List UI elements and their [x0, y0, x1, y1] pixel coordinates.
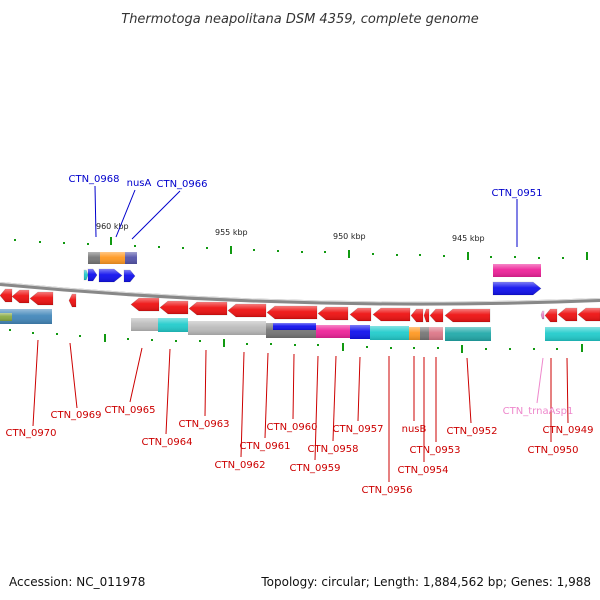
gene-label-ctn-0968[interactable]: CTN_0968 — [68, 174, 119, 185]
reverse-block-teal-shine — [445, 327, 491, 341]
ruler-label-945: 945 kbp — [452, 234, 485, 243]
gene-label-ctn-0969[interactable]: CTN_0969 — [50, 410, 101, 421]
reverse-gene-8-shine — [228, 304, 266, 317]
reverse-gene-3-shine — [30, 292, 53, 305]
ruler-ticks — [9, 237, 588, 353]
leader-bottom-6 — [240, 351, 245, 458]
gene-label-ctn-0963[interactable]: CTN_0963 — [178, 419, 229, 430]
reverse-gene-2-shine — [12, 290, 29, 303]
gene-label-ctn-trnaasp1[interactable]: CTN_trnaAsp1 — [503, 406, 574, 417]
leader-ctn-0966 — [131, 190, 181, 240]
gene-label-ctn-0958[interactable]: CTN_0958 — [307, 444, 358, 455]
gene-label-ctn-0970[interactable]: CTN_0970 — [5, 428, 56, 439]
leader-bottom-19 — [566, 357, 569, 424]
forward-gene-cyan-shine — [84, 270, 88, 280]
reverse-gene-16-shine — [445, 309, 490, 322]
gene-label-ctn-0964[interactable]: CTN_0964 — [141, 437, 192, 448]
reverse-gene-1-shine — [0, 289, 12, 302]
reverse-gene-18-shine — [558, 308, 577, 321]
reverse-block-darkgray-2-shine — [420, 327, 429, 340]
leader-bottom-16 — [466, 357, 472, 424]
forward-gene-blue-1-shine — [88, 269, 97, 281]
gene-label-ctn-0966[interactable]: CTN_0966 — [156, 179, 207, 190]
reverse-gene-trna-shine — [541, 311, 544, 319]
reverse-gene-14-shine — [424, 309, 429, 322]
reverse-gene-4-shine — [69, 294, 76, 307]
gene-label-ctn-0954[interactable]: CTN_0954 — [397, 465, 448, 476]
gene-label-nusa[interactable]: nusA — [127, 178, 152, 189]
gene-label-ctn-0950[interactable]: CTN_0950 — [527, 445, 578, 456]
forward-block-navy-shine — [125, 252, 137, 264]
genome-backbone — [0, 282, 600, 306]
gene-label-ctn-0962[interactable]: CTN_0962 — [214, 460, 265, 471]
gene-label-ctn-0953[interactable]: CTN_0953 — [409, 445, 460, 456]
leader-bottom-5 — [204, 349, 207, 417]
accession-text: Accession: NC_011978 — [9, 575, 145, 589]
gene-label-ctn-0959[interactable]: CTN_0959 — [289, 463, 340, 474]
reverse-block-cyan-2-shine — [370, 326, 409, 340]
gene-label-ctn-0965[interactable]: CTN_0965 — [104, 405, 155, 416]
forward-block-orange-shine — [100, 252, 125, 264]
reverse-block-sky-shine — [0, 309, 52, 324]
gene-label-ctn-0960[interactable]: CTN_0960 — [266, 422, 317, 433]
leader-bottom-9 — [314, 355, 319, 461]
label-leader-lines — [32, 185, 569, 482]
reverse-gene-13-shine — [411, 309, 423, 322]
forward-block-magenta-shine — [493, 264, 541, 277]
gene-label-ctn-0949[interactable]: CTN_0949 — [542, 425, 593, 436]
forward-block-gray-shine — [88, 252, 100, 264]
leader-nusa — [115, 189, 136, 238]
leader-bottom-10 — [332, 355, 337, 442]
leader-ctn-0968 — [94, 185, 97, 238]
reverse-block-cyan-3-shine — [545, 327, 600, 341]
genome-backbone-highlight — [0, 282, 600, 303]
reverse-gene-7-shine — [189, 302, 227, 315]
leader-bottom-17 — [536, 357, 544, 404]
map-title: Thermotoga neapolitana DSM 4359, complet… — [121, 12, 479, 27]
reverse-gene-11-shine — [350, 308, 371, 321]
leader-bottom-8 — [292, 353, 295, 420]
reverse-block-olive-shine — [0, 313, 12, 321]
reverse-block-orange-shine — [409, 327, 420, 340]
reverse-block-cyan-1-shine — [158, 318, 188, 332]
gene-label-nusb[interactable]: nusB — [402, 424, 427, 435]
leader-bottom-3 — [129, 347, 143, 403]
forward-gene-blue-2-shine — [99, 269, 122, 282]
leader-bottom-2 — [69, 342, 78, 409]
leader-bottom-4 — [165, 348, 171, 435]
reverse-block-gray-2-shine — [188, 321, 266, 335]
gene-label-ctn-0957[interactable]: CTN_0957 — [332, 424, 383, 435]
ruler-label-960: 960 kbp — [96, 222, 129, 231]
gene-label-ctn-0961[interactable]: CTN_0961 — [239, 441, 290, 452]
reverse-block-gray-1-shine — [131, 318, 158, 331]
reverse-gene-17-shine — [545, 309, 557, 322]
reverse-gene-5-shine — [131, 298, 159, 311]
genome-summary-text: Topology: circular; Length: 1,884,562 bp… — [260, 575, 591, 589]
reverse-block-blue-1-shine — [273, 323, 316, 330]
forward-gene-ctn-0951-shine — [493, 282, 541, 295]
reverse-block-blue-2-shine — [350, 325, 370, 339]
gene-label-ctn-0956[interactable]: CTN_0956 — [361, 485, 412, 496]
leader-bottom-1 — [32, 339, 39, 427]
reverse-block-magenta-shine — [316, 325, 350, 338]
gene-label-ctn-0951[interactable]: CTN_0951 — [491, 188, 542, 199]
reverse-block-rose-shine — [429, 327, 443, 340]
reverse-gene-10-shine — [318, 307, 348, 320]
reverse-gene-19-shine — [578, 308, 600, 321]
gene-label-ctn-0952[interactable]: CTN_0952 — [446, 426, 497, 437]
ruler-label-950: 950 kbp — [333, 232, 366, 241]
reverse-gene-9-shine — [267, 306, 317, 319]
reverse-gene-6-shine — [160, 301, 188, 314]
reverse-gene-12-shine — [373, 308, 410, 321]
gene-features — [0, 252, 600, 341]
forward-gene-blue-3-shine — [124, 270, 135, 282]
reverse-gene-15-shine — [430, 309, 443, 322]
leader-bottom-11 — [357, 356, 361, 422]
leader-bottom-7 — [264, 352, 269, 439]
ruler-label-955: 955 kbp — [215, 228, 248, 237]
